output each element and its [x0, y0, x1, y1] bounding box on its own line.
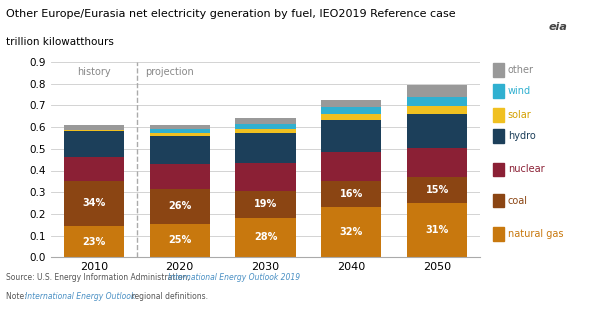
Bar — [235, 218, 296, 257]
FancyBboxPatch shape — [493, 84, 503, 98]
Bar — [64, 125, 124, 130]
Text: International Energy Outlook: International Energy Outlook — [25, 292, 136, 301]
Text: Other Europe/Eurasia net electricity generation by fuel, IEO2019 Reference case: Other Europe/Eurasia net electricity gen… — [6, 9, 455, 19]
Bar — [407, 96, 467, 106]
Text: Source: U.S. Energy Information Administration,: Source: U.S. Energy Information Administ… — [6, 273, 192, 282]
Bar — [235, 118, 296, 124]
Bar — [321, 107, 382, 114]
Text: 34%: 34% — [82, 198, 106, 209]
Bar — [407, 148, 467, 177]
Bar — [407, 106, 467, 114]
Text: 31%: 31% — [425, 225, 449, 235]
Text: 23%: 23% — [82, 237, 106, 247]
Text: 28%: 28% — [254, 232, 277, 242]
Bar — [321, 181, 382, 206]
Bar — [321, 120, 382, 152]
Text: natural gas: natural gas — [508, 229, 563, 239]
Bar — [64, 226, 124, 257]
FancyBboxPatch shape — [493, 108, 503, 122]
Bar — [235, 129, 296, 133]
Text: history: history — [77, 67, 111, 78]
Bar — [149, 133, 210, 136]
Text: other: other — [508, 65, 534, 75]
Bar — [407, 85, 467, 96]
Text: hydro: hydro — [508, 131, 536, 141]
Text: Note:: Note: — [6, 292, 29, 301]
Bar — [321, 100, 382, 107]
Text: 25%: 25% — [168, 236, 191, 246]
Text: trillion kilowatthours: trillion kilowatthours — [6, 37, 114, 47]
Text: 32%: 32% — [340, 227, 363, 237]
Text: International Energy Outlook 2019: International Energy Outlook 2019 — [168, 273, 300, 282]
Text: 19%: 19% — [254, 199, 277, 209]
Bar — [407, 203, 467, 257]
Bar — [321, 114, 382, 120]
Text: eia: eia — [548, 22, 568, 32]
Text: regional definitions.: regional definitions. — [129, 292, 208, 301]
Bar — [64, 157, 124, 181]
FancyBboxPatch shape — [493, 63, 503, 77]
Bar — [235, 124, 296, 129]
Text: projection: projection — [145, 67, 194, 78]
Bar — [407, 114, 467, 148]
Bar — [64, 130, 124, 131]
FancyBboxPatch shape — [493, 227, 503, 241]
Text: solar: solar — [508, 110, 532, 120]
Bar — [407, 177, 467, 203]
Text: 15%: 15% — [425, 185, 449, 196]
Text: nuclear: nuclear — [508, 164, 545, 175]
Bar — [149, 189, 210, 224]
Bar — [64, 181, 124, 226]
FancyBboxPatch shape — [493, 194, 503, 207]
Text: wind: wind — [508, 86, 531, 96]
Bar — [149, 130, 210, 133]
Bar — [321, 206, 382, 257]
Bar — [64, 131, 124, 157]
Bar — [149, 125, 210, 130]
Bar — [235, 191, 296, 218]
FancyBboxPatch shape — [493, 129, 503, 143]
Bar — [235, 133, 296, 163]
Text: coal: coal — [508, 196, 528, 206]
FancyBboxPatch shape — [493, 162, 503, 176]
Bar — [235, 163, 296, 191]
Bar — [149, 224, 210, 257]
Text: 16%: 16% — [340, 189, 363, 199]
Text: 26%: 26% — [168, 201, 191, 211]
Bar — [321, 152, 382, 181]
Bar — [149, 136, 210, 164]
Bar — [149, 164, 210, 189]
